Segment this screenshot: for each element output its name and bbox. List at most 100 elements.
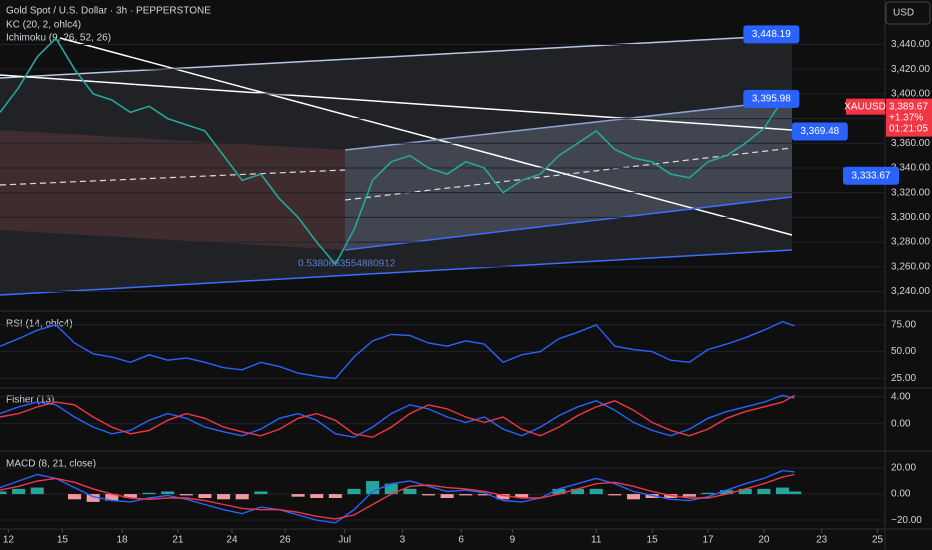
histogram-bar bbox=[161, 491, 175, 495]
price-callout bbox=[743, 89, 800, 108]
histogram-bar bbox=[403, 488, 417, 495]
panel-title: RSI (14, ohlc4) bbox=[6, 319, 73, 330]
histogram-bar bbox=[310, 494, 324, 498]
x-tick-label: 21 bbox=[172, 535, 184, 546]
indicator-label: Ichimoku (9, 26, 52, 26) bbox=[6, 33, 111, 44]
price-callout-label: 3,369.48 bbox=[800, 126, 839, 137]
y-tick-label: 4.00 bbox=[891, 391, 911, 402]
last-price-change: +1.37% bbox=[889, 112, 923, 123]
x-tick-label: 11 bbox=[591, 535, 602, 546]
histogram-bar bbox=[328, 494, 342, 498]
histogram-bar bbox=[720, 490, 734, 495]
histogram-bar bbox=[738, 488, 752, 495]
x-tick-label: 3 bbox=[400, 535, 406, 546]
y-tick-label: 50.00 bbox=[891, 346, 916, 357]
series-line bbox=[0, 394, 795, 438]
histogram-bar bbox=[552, 488, 566, 495]
price-callout bbox=[843, 166, 900, 185]
y-tick-label: 3,320.00 bbox=[891, 187, 930, 198]
indicator-label: KC (20, 2, ohlc4) bbox=[6, 20, 81, 31]
x-tick-label: Jul bbox=[338, 535, 351, 546]
histogram-bar bbox=[608, 494, 622, 496]
price-callout-label: 3,333.67 bbox=[852, 170, 891, 181]
y-tick-label: 3,420.00 bbox=[891, 64, 930, 75]
y-tick-label: 3,360.00 bbox=[891, 138, 930, 149]
x-tick-label: 9 bbox=[510, 535, 516, 546]
x-tick-label: 24 bbox=[226, 535, 238, 546]
y-tick-label: 3,280.00 bbox=[891, 237, 930, 248]
histogram-bar bbox=[12, 488, 26, 495]
panel-title: MACD (8, 21, close) bbox=[6, 459, 96, 470]
histogram-bar bbox=[86, 494, 100, 502]
price-callout bbox=[791, 122, 848, 141]
y-tick-label: 3,440.00 bbox=[891, 39, 930, 50]
x-tick-label: 17 bbox=[702, 535, 714, 546]
histogram-bar bbox=[179, 494, 193, 496]
histogram-bar bbox=[254, 491, 268, 495]
x-tick-label: 15 bbox=[647, 535, 659, 546]
series-line bbox=[0, 37, 795, 266]
histogram-bar bbox=[142, 492, 156, 495]
histogram-bar bbox=[291, 494, 305, 497]
x-tick-label: 12 bbox=[3, 535, 15, 546]
y-tick-label: 20.00 bbox=[891, 463, 916, 474]
histogram-bar bbox=[68, 494, 82, 500]
histogram-bar bbox=[422, 494, 436, 496]
histogram-bar bbox=[788, 491, 802, 495]
histogram-bar bbox=[626, 494, 640, 500]
histogram-bar bbox=[459, 494, 473, 496]
histogram-bar bbox=[589, 488, 603, 495]
y-tick-label: 3,300.00 bbox=[891, 212, 930, 223]
x-tick-label: 6 bbox=[458, 535, 464, 546]
last-price-countdown: 01:21:05 bbox=[889, 123, 928, 134]
histogram-bar bbox=[30, 487, 44, 495]
histogram-bar bbox=[440, 494, 454, 498]
series-line bbox=[0, 469, 795, 524]
panel-title: Fisher (13) bbox=[6, 395, 54, 406]
histogram-bar bbox=[776, 487, 790, 495]
series-line bbox=[0, 473, 795, 520]
y-tick-label: 0.00 bbox=[891, 489, 911, 500]
x-tick-label: 15 bbox=[57, 535, 69, 546]
symbol-badge bbox=[846, 98, 885, 115]
histogram-bar bbox=[123, 494, 137, 498]
histogram-bar bbox=[496, 494, 510, 500]
currency-button[interactable] bbox=[885, 1, 931, 25]
histogram-bar bbox=[682, 494, 696, 497]
y-tick-label: 3,240.00 bbox=[891, 286, 930, 297]
histogram-bar bbox=[347, 488, 361, 495]
histogram-bar bbox=[105, 494, 119, 501]
series-line bbox=[0, 394, 795, 438]
histogram-bar bbox=[757, 488, 771, 495]
histogram-bar bbox=[571, 488, 585, 495]
histogram-bar bbox=[235, 494, 249, 500]
y-tick-label: −20.00 bbox=[891, 515, 922, 526]
histogram-bar bbox=[0, 491, 7, 495]
x-tick-label: 23 bbox=[816, 535, 828, 546]
x-tick-label: 25 bbox=[872, 535, 884, 546]
x-tick-label: 26 bbox=[280, 535, 292, 546]
y-tick-label: 75.00 bbox=[891, 319, 916, 330]
channel-drawings bbox=[0, 34, 793, 296]
histogram-bar bbox=[515, 494, 529, 498]
histogram-bar bbox=[198, 494, 212, 498]
histogram-bar bbox=[701, 492, 715, 495]
last-price-badge bbox=[886, 98, 932, 137]
x-tick-label: 20 bbox=[758, 535, 770, 546]
last-price-label: 3,389.67 bbox=[889, 101, 928, 112]
series-line bbox=[0, 320, 795, 380]
price-callout-label: 3,448.19 bbox=[752, 29, 791, 40]
histogram-bar bbox=[217, 494, 231, 500]
histogram-bar bbox=[384, 483, 398, 495]
price-callout-label: 3,395.98 bbox=[752, 93, 791, 104]
histogram-bar bbox=[477, 494, 491, 496]
currency[interactable]: USD bbox=[893, 8, 914, 19]
chart-title: Gold Spot / U.S. Dollar · 3h · PEPPERSTO… bbox=[6, 6, 211, 17]
y-tick-label: 3,340.00 bbox=[891, 163, 930, 174]
x-tick-label: 18 bbox=[116, 535, 128, 546]
symbol-label: XAUUSD bbox=[844, 101, 886, 112]
y-tick-label: 3,400.00 bbox=[891, 89, 930, 100]
y-tick-label: 0.00 bbox=[891, 418, 911, 429]
y-tick-label: 3,260.00 bbox=[891, 261, 930, 272]
